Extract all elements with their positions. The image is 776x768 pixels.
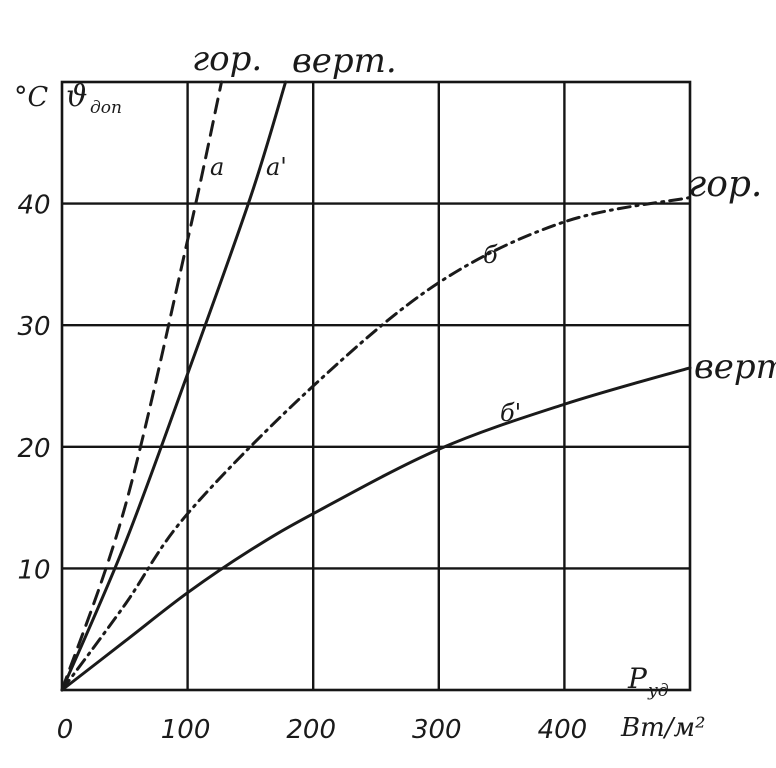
series-line-4: [60, 366, 692, 692]
x-tick-label-0: 0: [57, 715, 74, 745]
series-layer: [60, 80, 692, 692]
x-tick-label-400: 400: [538, 715, 588, 745]
series-line-2: [60, 80, 288, 692]
annotation-gor-right: гор.: [688, 164, 762, 205]
x-axis-label: P: [627, 662, 648, 695]
plot-frame: [60, 80, 692, 692]
y-axis-unit: °C: [14, 82, 49, 113]
series-label-4: б': [500, 399, 521, 427]
x-axis-unit: Вт/м²: [620, 713, 706, 743]
y-tick-label-10: 10: [17, 555, 50, 585]
annotation-vert-right: верт: [694, 347, 776, 387]
series-label-3: б: [483, 241, 498, 269]
grid: [60, 80, 692, 692]
labels-layer: 0 100 200 300 400 10 20 30 40 °C ϑ доп Вт/м² P уд а а' б б…: [14, 39, 776, 745]
series-label-2: а': [266, 153, 287, 181]
y-tick-label-20: 20: [17, 434, 50, 464]
series-line-1: [60, 80, 224, 692]
y-tick-label-30: 30: [17, 312, 50, 342]
x-tick-label-100: 100: [161, 715, 211, 745]
x-tick-label-300: 300: [412, 715, 462, 745]
series-line-3: [60, 196, 692, 692]
y-axis-symbol: ϑ: [66, 79, 87, 114]
annotation-vert-top: верт.: [292, 41, 397, 81]
x-tick-label-200: 200: [286, 715, 336, 745]
y-axis-symbol-subscript: доп: [90, 98, 122, 118]
annotation-gor-top: гор.: [192, 39, 262, 79]
series-label-1: а: [210, 153, 224, 181]
y-tick-label-40: 40: [17, 191, 50, 221]
x-axis-label-subscript: уд: [647, 681, 669, 701]
